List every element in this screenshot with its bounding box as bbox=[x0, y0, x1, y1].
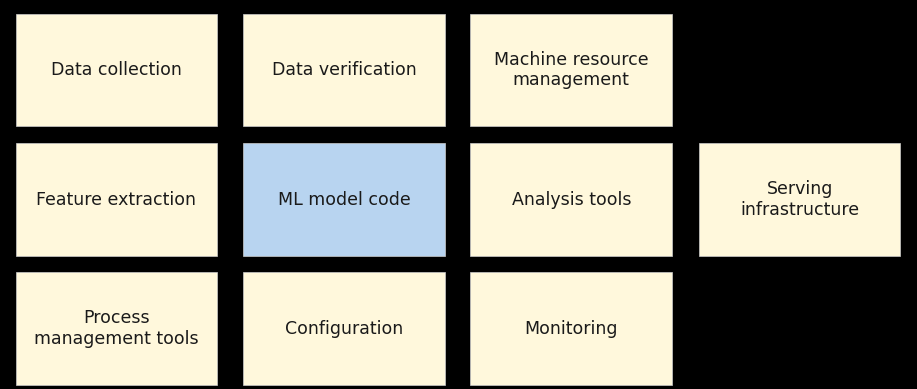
FancyBboxPatch shape bbox=[16, 272, 217, 385]
FancyBboxPatch shape bbox=[243, 143, 445, 256]
FancyBboxPatch shape bbox=[243, 14, 445, 126]
FancyBboxPatch shape bbox=[470, 14, 672, 126]
FancyBboxPatch shape bbox=[470, 143, 672, 256]
Text: Serving
infrastructure: Serving infrastructure bbox=[740, 180, 859, 219]
Text: Process
management tools: Process management tools bbox=[34, 309, 199, 348]
Text: Configuration: Configuration bbox=[285, 320, 403, 338]
Text: ML model code: ML model code bbox=[278, 191, 410, 209]
FancyBboxPatch shape bbox=[16, 14, 217, 126]
FancyBboxPatch shape bbox=[243, 272, 445, 385]
FancyBboxPatch shape bbox=[699, 143, 900, 256]
Text: Machine resource
management: Machine resource management bbox=[494, 51, 648, 89]
FancyBboxPatch shape bbox=[16, 143, 217, 256]
FancyBboxPatch shape bbox=[470, 272, 672, 385]
Text: Feature extraction: Feature extraction bbox=[37, 191, 196, 209]
Text: Monitoring: Monitoring bbox=[525, 320, 618, 338]
Text: Data collection: Data collection bbox=[51, 61, 182, 79]
Text: Data verification: Data verification bbox=[271, 61, 416, 79]
Text: Analysis tools: Analysis tools bbox=[512, 191, 631, 209]
